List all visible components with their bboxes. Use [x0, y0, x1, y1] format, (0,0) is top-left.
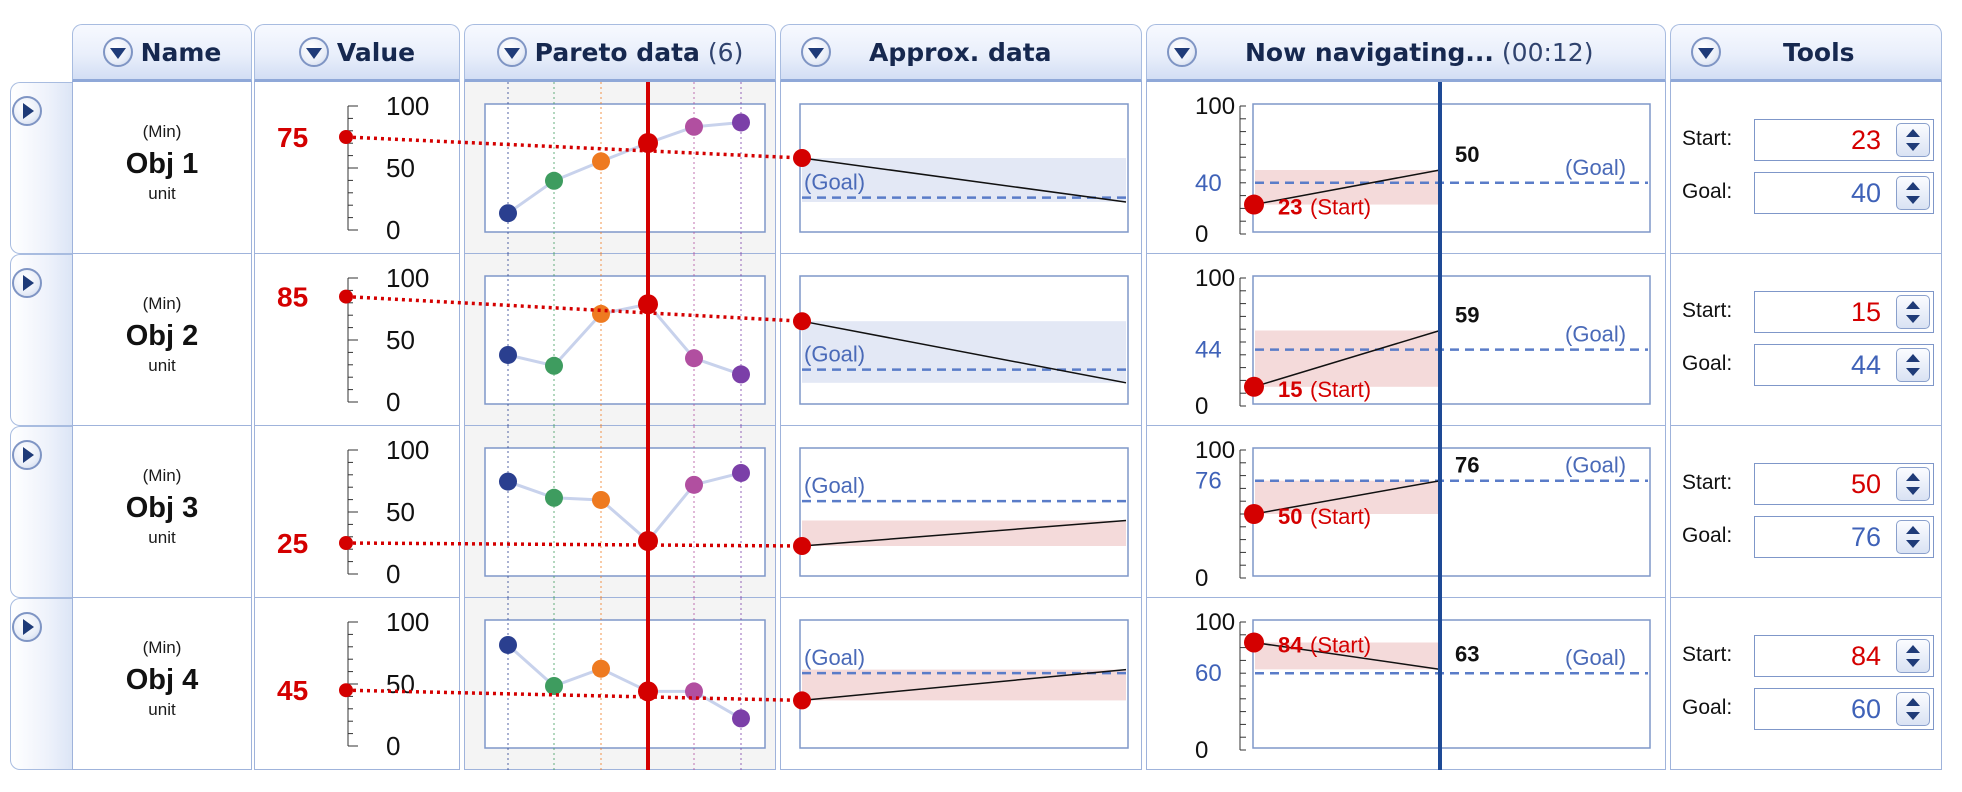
tools-cell — [1670, 82, 1942, 254]
start-input-value: 15 — [1850, 297, 1881, 327]
goal-stepper-icon[interactable] — [1896, 692, 1930, 726]
header-pareto-count: (6) — [707, 37, 744, 67]
approx-cell — [780, 82, 1142, 254]
objective-unit: unit — [148, 700, 176, 719]
expand-row-icon[interactable] — [12, 96, 42, 126]
header-value[interactable]: Value — [254, 24, 460, 82]
header-navigating-label: Now navigating... — [1245, 37, 1494, 67]
nav-cell — [1146, 254, 1666, 426]
tools-cell — [1670, 254, 1942, 426]
header-navigating[interactable]: Now navigating... (00:12) — [1146, 24, 1666, 82]
tools-dropdown-icon[interactable] — [1691, 37, 1721, 67]
header-pareto[interactable]: Pareto data (6) — [464, 24, 776, 82]
value-cell — [254, 254, 460, 426]
header-approx-label: Approx. data — [869, 37, 1052, 67]
value-dropdown-icon[interactable] — [298, 37, 329, 67]
start-field-label: Start: — [1682, 643, 1733, 666]
approx-dropdown-icon[interactable] — [801, 37, 831, 67]
start-input-value: 50 — [1850, 469, 1881, 499]
navigating-dropdown-icon[interactable] — [1167, 37, 1197, 67]
objective-name-block: (Min) Obj 4 unit — [72, 598, 252, 770]
objective-name: Obj 3 — [125, 492, 199, 524]
objective-name-block: (Min) Obj 3 unit — [72, 426, 252, 598]
objective-name-block: (Min) Obj 2 unit — [72, 254, 252, 426]
header-pareto-label: Pareto data — [534, 37, 700, 67]
name-cell — [72, 254, 252, 426]
start-stepper-icon[interactable] — [1896, 467, 1930, 501]
objective-name: Obj 4 — [125, 664, 199, 696]
value-cell — [254, 426, 460, 598]
expand-row-icon[interactable] — [12, 612, 42, 642]
nav-cell — [1146, 82, 1666, 254]
header-navigating-time: (00:12) — [1501, 37, 1594, 67]
objective-direction: (Min) — [142, 294, 182, 313]
start-field-label: Start: — [1682, 127, 1733, 150]
goal-input[interactable]: 44 — [1754, 344, 1934, 386]
header-tools-label: Tools — [1783, 37, 1855, 67]
start-input-value: 84 — [1850, 641, 1881, 671]
value-cell — [254, 598, 460, 770]
pareto-dropdown-icon[interactable] — [496, 37, 527, 67]
pareto-cell — [464, 598, 776, 770]
start-stepper-icon[interactable] — [1896, 639, 1930, 673]
name-cell — [72, 426, 252, 598]
objective-name: Obj 1 — [125, 148, 199, 180]
goal-input[interactable]: 76 — [1754, 516, 1934, 558]
start-field-label: Start: — [1682, 299, 1733, 322]
start-field-label: Start: — [1682, 471, 1733, 494]
goal-stepper-icon[interactable] — [1896, 520, 1930, 554]
header-name[interactable]: Name — [72, 24, 252, 82]
name-cell — [72, 82, 252, 254]
name-cell — [72, 598, 252, 770]
expand-row-icon[interactable] — [12, 268, 42, 298]
goal-field-label: Goal: — [1682, 352, 1733, 375]
pareto-cell — [464, 254, 776, 426]
start-input[interactable]: 23 — [1754, 119, 1934, 161]
objective-unit: unit — [148, 528, 176, 547]
start-stepper-icon[interactable] — [1896, 295, 1930, 329]
goal-input-value: 76 — [1850, 522, 1881, 552]
goal-input-value: 40 — [1850, 178, 1881, 208]
tools-cell — [1670, 426, 1942, 598]
approx-cell — [780, 426, 1142, 598]
objective-unit: unit — [148, 356, 176, 375]
tools-cell — [1670, 598, 1942, 770]
approx-cell — [780, 598, 1142, 770]
goal-input-value: 44 — [1850, 350, 1881, 380]
objective-name: Obj 2 — [125, 320, 199, 352]
start-input[interactable]: 15 — [1754, 291, 1934, 333]
goal-stepper-icon[interactable] — [1896, 176, 1930, 210]
start-input-value: 23 — [1850, 125, 1881, 155]
goal-field-label: Goal: — [1682, 696, 1733, 719]
header-tools[interactable]: Tools — [1670, 24, 1942, 82]
objective-direction: (Min) — [142, 638, 182, 657]
objective-name-block: (Min) Obj 1 unit — [72, 82, 252, 254]
nav-cell — [1146, 598, 1666, 770]
goal-input-value: 60 — [1850, 694, 1881, 724]
goal-field-label: Goal: — [1682, 524, 1733, 547]
objective-unit: unit — [148, 184, 176, 203]
start-stepper-icon[interactable] — [1896, 123, 1930, 157]
nav-cell — [1146, 426, 1666, 598]
pareto-cell — [464, 426, 776, 598]
start-input[interactable]: 84 — [1754, 635, 1934, 677]
pareto-cell — [464, 82, 776, 254]
goal-input[interactable]: 60 — [1754, 688, 1934, 730]
goal-field-label: Goal: — [1682, 180, 1733, 203]
value-cell — [254, 82, 460, 254]
name-dropdown-icon[interactable] — [102, 37, 133, 67]
goal-input[interactable]: 40 — [1754, 172, 1934, 214]
header-value-label: Value — [336, 37, 416, 67]
approx-cell — [780, 254, 1142, 426]
start-input[interactable]: 50 — [1754, 463, 1934, 505]
goal-stepper-icon[interactable] — [1896, 348, 1930, 382]
objective-direction: (Min) — [142, 122, 182, 141]
header-name-label: Name — [140, 37, 222, 67]
expand-row-icon[interactable] — [12, 440, 42, 470]
header-approx[interactable]: Approx. data — [780, 24, 1142, 82]
objective-direction: (Min) — [142, 466, 182, 485]
